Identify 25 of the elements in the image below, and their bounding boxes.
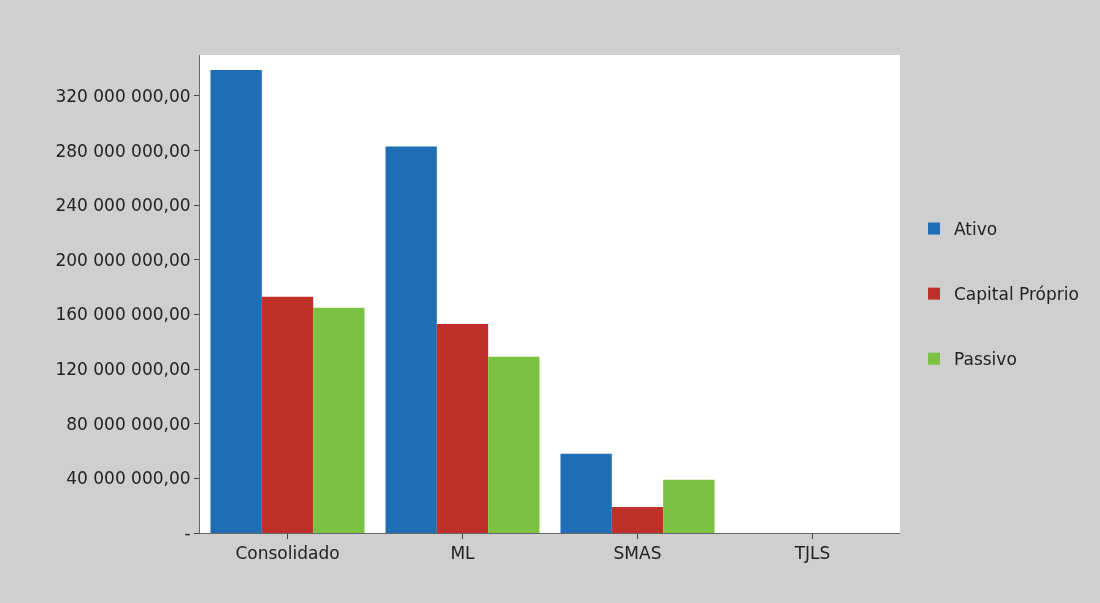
y-tick-label: 120 000 000,00	[55, 359, 191, 380]
bar	[436, 324, 489, 533]
y-tick-label: 200 000 000,00	[55, 249, 191, 270]
y-tick-label: 320 000 000,00	[55, 85, 191, 106]
bar	[611, 507, 664, 533]
x-tick-label: SMAS	[613, 543, 662, 564]
bar	[210, 70, 262, 533]
bar	[261, 296, 314, 533]
y-tick-label: 40 000 000,00	[66, 468, 191, 489]
bar	[488, 356, 540, 533]
y-tick-label: 160 000 000,00	[55, 304, 191, 325]
y-tick-label: -	[184, 522, 191, 543]
legend-label: Passivo	[954, 349, 1017, 370]
bar	[313, 307, 365, 533]
x-tick-label: ML	[450, 543, 476, 564]
y-tick-label: 80 000 000,00	[66, 413, 191, 434]
legend-label: Ativo	[954, 219, 998, 240]
legend-label: Capital Próprio	[954, 284, 1079, 305]
bar	[663, 479, 715, 533]
y-tick-label: 240 000 000,00	[55, 195, 191, 216]
x-tick-label: Consolidado	[235, 543, 340, 564]
bar	[560, 453, 612, 533]
y-tick-label: 280 000 000,00	[55, 140, 191, 161]
x-tick-label: TJLS	[793, 543, 831, 564]
bar	[385, 146, 437, 533]
